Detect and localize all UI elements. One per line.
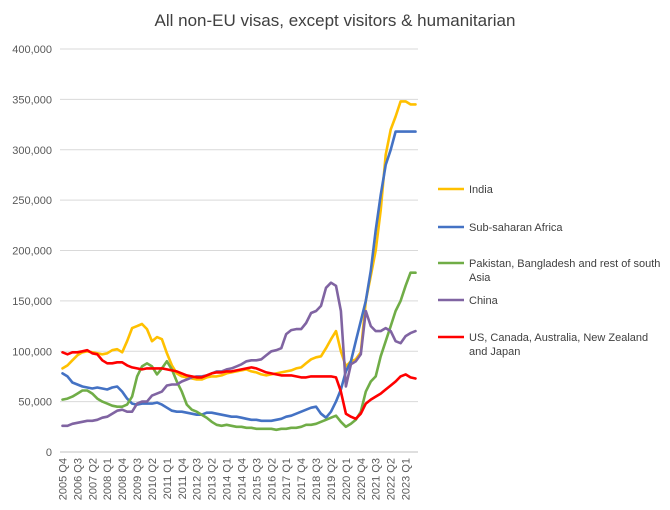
x-tick-label: 2010 Q2 bbox=[147, 458, 159, 500]
y-tick-label: 0 bbox=[46, 447, 52, 459]
x-tick-label: 2017 Q1 bbox=[281, 458, 293, 500]
x-tick-label: 2009 Q3 bbox=[132, 458, 144, 500]
series-line-5 bbox=[61, 348, 417, 421]
legend-label: India bbox=[469, 184, 494, 196]
y-tick-label: 150,000 bbox=[12, 296, 52, 308]
legend: India Sub-saharan Africa Pakistan, Banglad… bbox=[438, 184, 660, 358]
x-tick-label: 2023 Q1 bbox=[401, 458, 413, 500]
x-tick-label: 2022 Q2 bbox=[386, 458, 398, 500]
x-tick-label: 2015 Q3 bbox=[251, 458, 263, 500]
chart-title: All non-EU visas, except visitors & huma… bbox=[155, 11, 516, 30]
x-tick-label: 2016 Q2 bbox=[266, 458, 278, 500]
grid-lines bbox=[60, 48, 418, 453]
x-tick-label: 2011 Q4 bbox=[177, 458, 189, 499]
y-tick-label: 200,000 bbox=[12, 246, 52, 258]
x-tick-label: 2020 Q4 bbox=[356, 458, 368, 500]
x-tick-label: 2006 Q3 bbox=[72, 458, 84, 500]
x-axis-tick-labels: 2005 Q4 2006 Q3 2007 Q2 2008 Q1 2008 Q4 2009 … bbox=[57, 458, 412, 500]
x-tick-label: 2021 Q3 bbox=[371, 458, 383, 500]
y-tick-label: 350,000 bbox=[12, 94, 52, 106]
x-tick-label: 2014 Q4 bbox=[236, 458, 248, 500]
x-tick-label: 2008 Q1 bbox=[102, 458, 114, 500]
series-line-2 bbox=[61, 130, 417, 423]
legend-label: Sub-saharan Africa bbox=[469, 222, 563, 234]
series-lines bbox=[61, 100, 417, 432]
legend-label: China bbox=[469, 295, 499, 307]
x-tick-label: 2019 Q2 bbox=[326, 458, 338, 500]
y-tick-label: 100,000 bbox=[12, 346, 52, 358]
x-tick-label: 2013 Q2 bbox=[207, 458, 219, 500]
x-tick-label: 2018 Q3 bbox=[311, 458, 323, 500]
legend-label: Pakistan, Bangladesh and rest of south As… bbox=[469, 258, 660, 284]
x-tick-label: 2020 Q1 bbox=[341, 458, 353, 500]
x-tick-label: 2008 Q4 bbox=[117, 458, 129, 500]
x-tick-label: 2017 Q4 bbox=[296, 458, 308, 500]
y-tick-label: 300,000 bbox=[12, 145, 52, 157]
y-tick-label: 400,000 bbox=[12, 44, 52, 56]
x-tick-label: 2007 Q2 bbox=[87, 458, 99, 500]
y-tick-label: 50,000 bbox=[18, 397, 52, 409]
x-tick-label: 2014 Q1 bbox=[222, 458, 234, 500]
y-tick-label: 250,000 bbox=[12, 195, 52, 207]
x-tick-label: 2005 Q4 bbox=[57, 458, 69, 500]
series-line-4 bbox=[61, 281, 417, 428]
x-tick-label: 2011 Q1 bbox=[162, 458, 174, 499]
legend-label: US, Canada, Australia, New Zealand and Ja… bbox=[469, 332, 648, 358]
x-tick-label: 2012 Q3 bbox=[192, 458, 204, 500]
y-axis-tick-labels: 0 50,000 100,000 150,000 200,000 250,000 300,0… bbox=[12, 44, 52, 459]
